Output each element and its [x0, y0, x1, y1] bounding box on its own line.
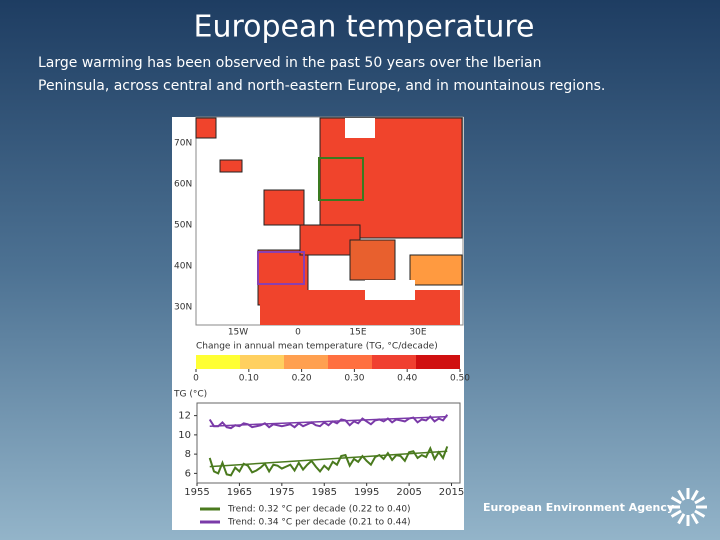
colorbar-segment [240, 355, 284, 369]
map-cells [195, 117, 463, 325]
logo-ray [670, 509, 682, 518]
colorbar-segment [416, 355, 460, 369]
y-tick-label: 8 [185, 449, 191, 460]
map-cell [195, 117, 217, 139]
y-axis-label: TG (°C) [173, 390, 207, 400]
colorbar-title: Change in annual mean temperature (TG, °… [196, 342, 438, 352]
lat-label: 40N [174, 262, 192, 272]
colorbar-tick-label: 0.40 [397, 374, 417, 384]
region-box [318, 157, 364, 201]
plot-frame [196, 402, 461, 484]
logo-ray [677, 513, 686, 525]
trend-line [209, 415, 448, 427]
lon-label: 15E [349, 328, 366, 338]
x-tick-label: 1965 [227, 487, 252, 498]
region-box [257, 251, 305, 285]
trend-line [209, 450, 448, 468]
series-line [208, 445, 449, 477]
logo-ray [690, 489, 699, 501]
lon-label: 0 [295, 328, 301, 338]
logo-ray [694, 509, 706, 518]
colorbar-tick-label: 0.50 [450, 374, 470, 384]
logo-ray [677, 489, 686, 501]
legend-label: Trend: 0.34 °C per decade (0.21 to 0.44) [227, 518, 411, 528]
y-tick-label: 12 [178, 411, 191, 422]
legend-label: Trend: 0.32 °C per decade (0.22 to 0.40) [227, 505, 411, 515]
text-line: Large warming has been observed in the p… [38, 55, 542, 71]
x-tick-label: 2005 [396, 487, 421, 498]
lat-label: 60N [174, 180, 192, 190]
y-tick-label: 6 [185, 468, 191, 479]
colorbar-segment [328, 355, 372, 369]
map-cell [345, 118, 375, 138]
colorbar-segment [196, 355, 240, 369]
x-tick-label: 1985 [312, 487, 337, 498]
logo-ray [694, 496, 706, 505]
map-cell [349, 239, 396, 281]
colorbar-tick-label: 0.30 [344, 374, 364, 384]
logo-ray [690, 513, 699, 525]
colorbar-tick-label: 0.10 [239, 374, 259, 384]
colorbar-tick-label: 0.20 [292, 374, 312, 384]
map [195, 116, 464, 326]
x-tick-label: 1995 [354, 487, 379, 498]
lon-label: 30E [409, 328, 426, 338]
lon-label: 15W [228, 328, 248, 338]
map-cell [219, 159, 243, 173]
map-cell [263, 189, 305, 226]
title: European temperature [193, 10, 534, 45]
footer-logo-text: European Environment Agency [483, 501, 674, 514]
x-tick-label: 1955 [184, 487, 209, 498]
map-cell [260, 290, 460, 325]
colorbar-segment [372, 355, 416, 369]
text-line: Peninsula, across central and north-east… [38, 78, 605, 94]
map-cell [409, 254, 463, 286]
colorbar-tick-label: 0 [193, 374, 199, 384]
map-cell [365, 280, 415, 300]
map-cell [319, 117, 463, 239]
y-tick-label: 10 [178, 430, 191, 441]
x-tick-label: 2015 [439, 487, 464, 498]
lat-label: 50N [174, 221, 192, 231]
x-tick-label: 1975 [269, 487, 294, 498]
logo-ray [670, 496, 682, 505]
lat-label: 70N [174, 139, 192, 149]
colorbar-segment [284, 355, 328, 369]
lat-label: 30N [174, 303, 192, 313]
